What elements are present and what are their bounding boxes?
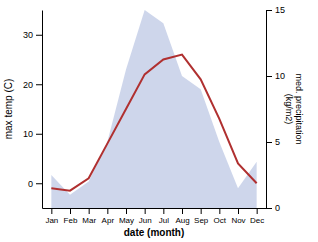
tick: 0 [266, 203, 280, 213]
tick-mark [51, 208, 52, 214]
tick: 10 [23, 129, 42, 139]
tick: Oct [214, 208, 227, 225]
tick: Dec [250, 208, 264, 225]
plot: Jan Feb Mar Apr May Jun Jul Aug Sep Oct Nov Dec 0 10 2… [3, 5, 304, 238]
tick-mark [266, 76, 272, 77]
tick-mark [266, 142, 272, 143]
tick-label: 20 [23, 80, 33, 90]
tick-label: Sep [194, 216, 209, 225]
y-axis-title: max temp (C) [3, 79, 14, 140]
tick-mark [70, 208, 71, 214]
tick-mark [219, 208, 220, 214]
y2-axis-title: med. precipitation(kg/m2) [284, 73, 304, 144]
tick: Jan [45, 208, 58, 225]
tick-mark [36, 134, 42, 135]
tick-label: Aug [175, 216, 189, 225]
y2-axis-title-line: med. precipitation [294, 73, 304, 144]
tick-label: 10 [275, 71, 285, 81]
tick: 30 [23, 30, 42, 40]
tick-label: 10 [23, 129, 33, 139]
tick-mark [182, 208, 183, 214]
tick-mark [266, 208, 272, 209]
tick-label: Jul [159, 216, 169, 225]
tick: Nov [231, 208, 245, 225]
tick-mark [36, 84, 42, 85]
tick: Feb [64, 208, 78, 225]
chart: Jan Feb Mar Apr May Jun Jul Aug Sep Oct Nov Dec 0 10 2… [0, 0, 318, 242]
y2-axis-title-line: (kg/m2) [284, 94, 294, 125]
tick: 5 [266, 137, 280, 147]
tick-label: Jan [45, 216, 58, 225]
tick: Mar [82, 208, 96, 225]
tick-label: 5 [275, 137, 280, 147]
tick: 20 [23, 80, 42, 90]
axis-line [266, 11, 267, 209]
tick-label: Nov [231, 216, 245, 225]
tick: 0 [28, 179, 42, 189]
tick: Jul [159, 208, 169, 225]
tick-mark [89, 208, 90, 214]
tick-mark [257, 208, 258, 214]
tick-label: 0 [275, 203, 280, 213]
tick-mark [145, 208, 146, 214]
area [51, 10, 256, 208]
y-axis: 0 10 20 30 [23, 11, 43, 209]
y2-axis: 0 5 10 15 [266, 5, 285, 213]
tick: Apr [102, 208, 115, 225]
tick: Aug [175, 208, 189, 225]
x-axis-title: date (month) [124, 227, 185, 238]
tick-label: 0 [28, 179, 33, 189]
line [51, 55, 256, 191]
tick-label: Jun [139, 216, 152, 225]
tick-label: Oct [214, 216, 227, 225]
tick-label: Apr [102, 216, 115, 225]
tick-mark [238, 208, 239, 214]
tick-mark [107, 208, 108, 214]
tick-label: Dec [250, 216, 264, 225]
marks [51, 10, 256, 208]
tick-mark [36, 35, 42, 36]
tick: May [119, 208, 134, 225]
tick: Jun [139, 208, 152, 225]
axis-line [43, 208, 267, 209]
tick: 10 [266, 71, 285, 81]
tick-label: Feb [64, 216, 78, 225]
axis-line [42, 11, 43, 209]
tick-mark [163, 208, 164, 214]
tick-label: 15 [275, 5, 285, 15]
tick-label: May [119, 216, 134, 225]
tick: Sep [194, 208, 209, 225]
x-axis: Jan Feb Mar Apr May Jun Jul Aug Sep Oct Nov Dec [43, 208, 267, 225]
tick-mark [201, 208, 202, 214]
tick-label: Mar [82, 216, 96, 225]
tick-label: 30 [23, 30, 33, 40]
tick: 15 [266, 5, 285, 15]
tick-mark [266, 10, 272, 11]
tick-mark [126, 208, 127, 214]
tick-mark [36, 183, 42, 184]
